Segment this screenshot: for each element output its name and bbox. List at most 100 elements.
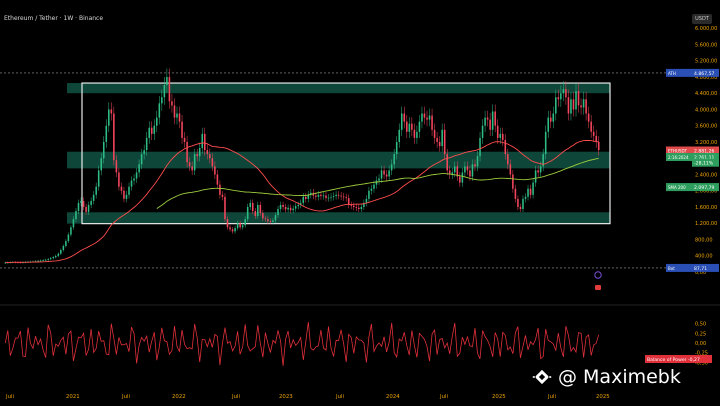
time-tick-label: 2022 xyxy=(172,394,186,400)
price-tick-label: 1.600,00 xyxy=(695,205,717,211)
candle xyxy=(590,121,592,132)
candle xyxy=(431,115,433,130)
price-tag: 2:16:2024 2.761,11 xyxy=(666,153,719,162)
price-tag: SMA 200 2.097,79 xyxy=(666,183,719,192)
candle xyxy=(219,184,221,195)
candle xyxy=(140,154,143,165)
candle xyxy=(166,76,168,86)
candle xyxy=(476,156,479,167)
candle xyxy=(522,198,524,210)
price-tag-value-bg xyxy=(692,263,719,272)
price-tag: Bot 87,71 xyxy=(666,263,719,272)
candle xyxy=(325,195,327,199)
candle xyxy=(95,186,97,195)
price-tick-label: 400,00 xyxy=(695,254,713,260)
candle xyxy=(161,97,163,104)
candle xyxy=(524,196,527,199)
candle xyxy=(262,213,264,219)
candle xyxy=(302,196,305,203)
candle xyxy=(47,259,49,260)
candle xyxy=(209,154,211,159)
candle xyxy=(332,196,335,197)
candle xyxy=(274,215,277,221)
price-tag: ATH 4.867,57 xyxy=(666,68,719,77)
candle xyxy=(264,218,267,220)
candle xyxy=(496,125,499,138)
price-tag: -28,11% xyxy=(692,158,719,167)
candle xyxy=(105,125,108,142)
bop-tick-label: 0,50 xyxy=(695,322,706,328)
calendar-icon xyxy=(595,285,601,290)
candle xyxy=(448,170,451,175)
candle xyxy=(183,137,186,142)
candle xyxy=(128,186,130,195)
candle xyxy=(135,172,138,179)
candle xyxy=(544,131,547,155)
price-tick-label: 4.800,00 xyxy=(695,75,717,81)
candle xyxy=(534,170,537,183)
candle xyxy=(244,219,246,226)
time-tick-label: Juli xyxy=(231,394,240,400)
candle xyxy=(340,195,342,197)
currency-button[interactable]: USDT xyxy=(692,14,712,24)
candle xyxy=(60,250,62,254)
price-tag-value: 2.097,79 xyxy=(694,185,715,191)
time-tick-label: Juli xyxy=(439,394,448,400)
price-tick-label: 2.400,00 xyxy=(695,172,717,178)
candle xyxy=(62,245,65,251)
candle xyxy=(216,174,219,185)
bop-value-text: Balance of Power -0,27 xyxy=(647,357,700,363)
price-tag-name-bg xyxy=(666,183,692,192)
zone-group xyxy=(67,83,610,224)
candle xyxy=(355,206,358,208)
price-tag-value: 2.881,26 xyxy=(694,149,715,155)
candle xyxy=(471,164,474,177)
candle xyxy=(398,129,401,142)
watermark-text: @ Maximebk xyxy=(558,366,681,388)
time-tick-label: 2023 xyxy=(279,394,293,400)
candle xyxy=(87,204,90,212)
moving-average-fast xyxy=(5,140,599,264)
candle xyxy=(507,154,509,165)
candle xyxy=(469,170,471,177)
candle xyxy=(580,105,582,108)
candle xyxy=(279,204,282,210)
candle xyxy=(423,113,426,118)
candle xyxy=(249,202,252,207)
candle xyxy=(221,194,224,197)
candle xyxy=(241,225,244,228)
candle xyxy=(350,204,353,206)
candle xyxy=(259,204,262,214)
candle xyxy=(527,188,529,197)
candle xyxy=(330,196,332,198)
price-tag-value: 87,71 xyxy=(694,266,707,272)
candle xyxy=(403,113,406,122)
candle xyxy=(322,195,325,197)
candle xyxy=(100,158,103,171)
candle xyxy=(461,172,464,183)
range-box xyxy=(81,82,611,225)
candle xyxy=(352,205,355,207)
price-tick-label: 0,00 xyxy=(695,270,706,276)
price-tag-value-bg xyxy=(692,183,719,192)
candle xyxy=(370,188,373,191)
candle xyxy=(297,204,299,207)
candle xyxy=(145,137,148,151)
candle xyxy=(570,99,572,114)
candle xyxy=(65,241,67,246)
candle xyxy=(479,137,481,157)
candle xyxy=(512,174,514,189)
candle xyxy=(310,192,312,195)
candle xyxy=(82,200,85,207)
price-tag-value-bg xyxy=(692,153,719,162)
candle xyxy=(110,109,113,114)
time-tick-label: 2025 xyxy=(596,394,610,400)
bop-tick-label: 0,25 xyxy=(695,331,706,337)
candle xyxy=(565,89,567,98)
candle xyxy=(395,141,398,155)
candle xyxy=(158,103,161,118)
candle xyxy=(365,198,368,203)
candle xyxy=(181,121,183,138)
candle xyxy=(360,206,363,210)
